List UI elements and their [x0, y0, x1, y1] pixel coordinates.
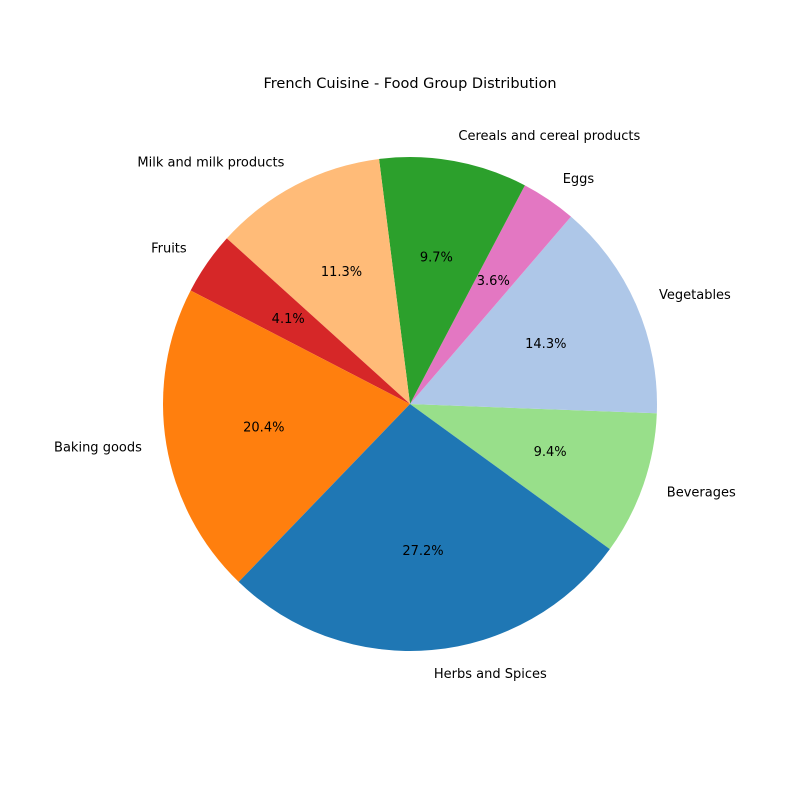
slice-percent-eggs: 3.6%	[477, 274, 510, 289]
slice-label-milk-and-milk-products: Milk and milk products	[137, 156, 284, 171]
pie-slice-vegetables	[410, 216, 657, 414]
slice-label-fruits: Fruits	[151, 242, 187, 257]
slice-percent-herbs-and-spices: 27.2%	[402, 544, 443, 559]
slice-label-eggs: Eggs	[563, 172, 595, 187]
pie-slice-baking-goods	[162, 290, 410, 582]
slice-percent-milk-and-milk-products: 11.3%	[321, 265, 362, 280]
pie-slice-eggs	[410, 185, 571, 404]
slice-label-beverages: Beverages	[667, 485, 736, 500]
slice-percent-beverages: 9.4%	[534, 445, 567, 460]
pie-slice-beverages	[410, 404, 657, 550]
slice-percent-cereals-and-cereal-products: 9.7%	[420, 251, 453, 266]
slice-percent-fruits: 4.1%	[272, 312, 305, 327]
pie-slice-herbs-and-spices	[238, 404, 610, 652]
pie-slice-fruits	[190, 238, 410, 404]
pie-slice-milk-and-milk-products	[226, 158, 410, 404]
slice-label-vegetables: Vegetables	[659, 288, 731, 303]
slice-label-baking-goods: Baking goods	[54, 441, 142, 456]
chart-title: French Cuisine - Food Group Distribution	[263, 76, 556, 92]
slice-label-cereals-and-cereal-products: Cereals and cereal products	[458, 129, 640, 144]
pie-slice-cereals-and-cereal-products	[379, 157, 525, 404]
pie-labels: Beverages 9.4% Vegetables 14.3% Eggs 3.6% Cere…	[54, 129, 736, 682]
slice-percent-baking-goods: 20.4%	[243, 421, 284, 436]
pie-slices	[162, 157, 657, 652]
slice-label-herbs-and-spices: Herbs and Spices	[434, 667, 547, 682]
slice-percent-vegetables: 14.3%	[525, 337, 566, 352]
